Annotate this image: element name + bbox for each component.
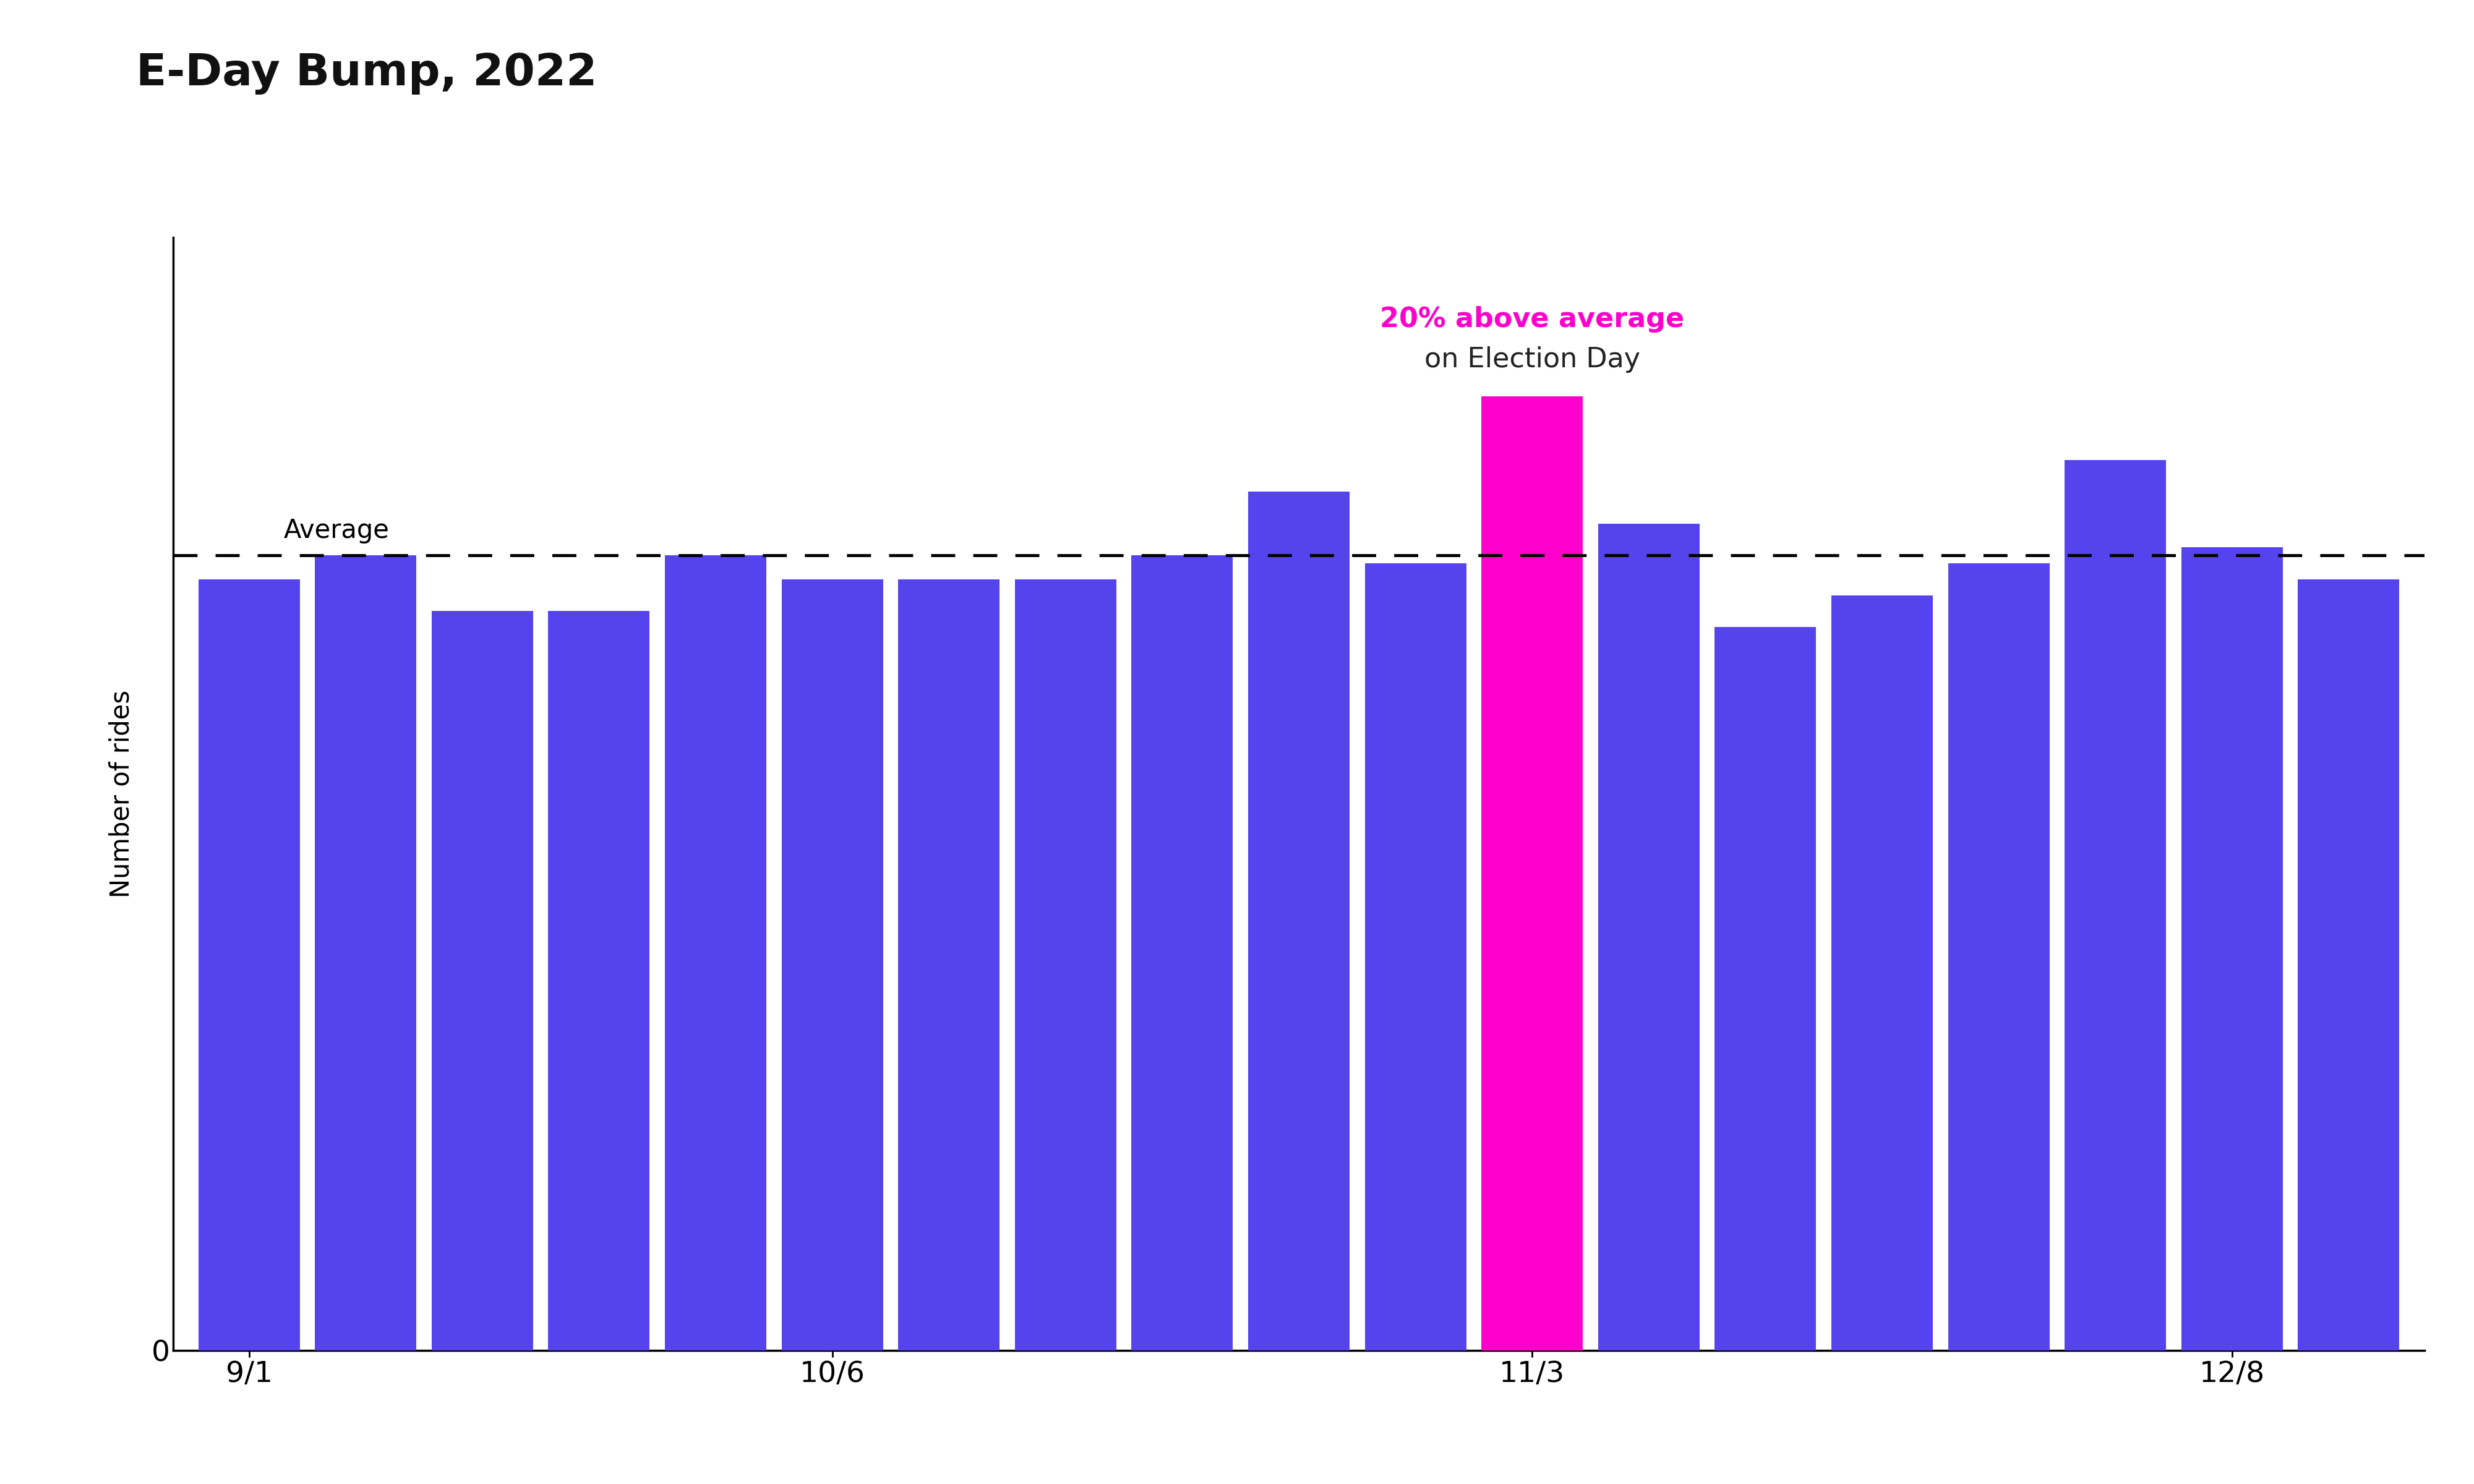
- Bar: [430, 611, 532, 1350]
- Bar: [198, 579, 299, 1350]
- Bar: [2182, 548, 2284, 1350]
- Bar: [1831, 595, 1932, 1350]
- Bar: [1366, 564, 1467, 1350]
- Bar: [1131, 555, 1232, 1350]
- Bar: [1014, 579, 1116, 1350]
- Bar: [2066, 460, 2167, 1350]
- Text: Average: Average: [285, 518, 391, 543]
- Y-axis label: Number of rides: Number of rides: [109, 690, 134, 898]
- Bar: [666, 555, 767, 1350]
- Text: 20% above average: 20% above average: [1380, 306, 1685, 332]
- Bar: [1714, 628, 1816, 1350]
- Bar: [782, 579, 883, 1350]
- Bar: [1482, 396, 1583, 1350]
- Bar: [1947, 564, 2048, 1350]
- Text: on Election Day: on Election Day: [1425, 346, 1640, 372]
- Bar: [2298, 579, 2400, 1350]
- Text: E-Day Bump, 2022: E-Day Bump, 2022: [136, 52, 596, 95]
- Bar: [1247, 491, 1351, 1350]
- Bar: [549, 611, 651, 1350]
- Bar: [1598, 524, 1700, 1350]
- Bar: [898, 579, 999, 1350]
- Bar: [314, 555, 416, 1350]
